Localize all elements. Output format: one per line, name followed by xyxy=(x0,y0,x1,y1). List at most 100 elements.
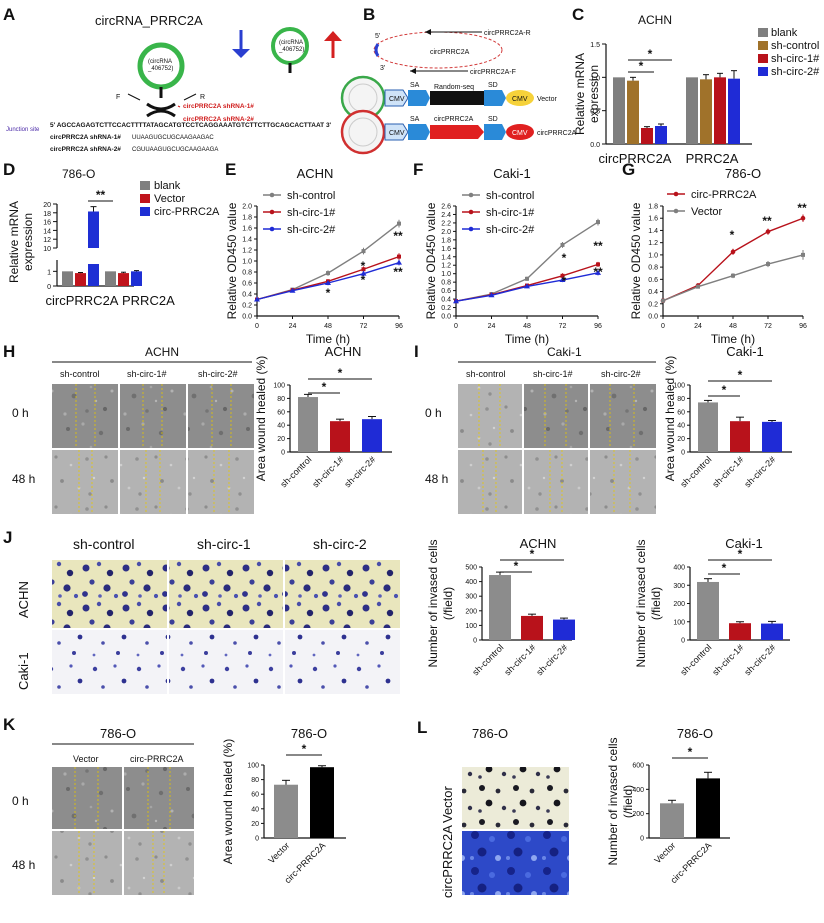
G-point-1-4 xyxy=(801,252,805,257)
G-ytick-label: 1.2 xyxy=(648,240,658,247)
E-legend-2: sh-circ-2# xyxy=(287,224,336,236)
panel-label-B: B xyxy=(363,5,375,24)
G-ytick-label: 0.6 xyxy=(648,277,658,284)
H-xcat-0: sh-control xyxy=(278,454,313,489)
H-ytick-label: 20 xyxy=(277,436,285,443)
C-ytick-label: 0.0 xyxy=(590,142,600,149)
F-point-2-1 xyxy=(488,292,495,298)
D-legend-2: circ-PRRC2A xyxy=(154,206,220,218)
D-bar-circ-PRRC2A-0-upper xyxy=(88,211,99,248)
E-sig-4: ** xyxy=(393,265,403,279)
cmv-1: CMV xyxy=(389,96,405,103)
L-ytick-label: 0 xyxy=(640,836,644,843)
panel-label-G: G xyxy=(622,160,635,179)
C-ytick-label: 1.5 xyxy=(590,42,600,49)
cmv-1b: CMV xyxy=(512,96,528,103)
D-bar-circ-PRRC2A-0-lower xyxy=(88,264,99,286)
J2-ylabel-1: Number of invased cells xyxy=(634,539,648,667)
E-ytick-label: 0.2 xyxy=(242,303,252,310)
sa-block-1 xyxy=(408,90,430,106)
E-ytick-label: 0.4 xyxy=(242,292,252,299)
J1-sig0-star: * xyxy=(530,547,535,561)
F-legend-0: sh-control xyxy=(486,190,534,202)
panel-J-images: sh-control sh-circ-1 sh-circ-2 ACHN Caki… xyxy=(16,536,400,694)
D-xcat-2: PRRC2A xyxy=(122,293,175,308)
chart-E: ACHN Relative OD450 value Time (h) 0.0 0.2 0.… xyxy=(225,166,403,346)
K-img-2-1 xyxy=(52,831,122,895)
H-bar-2 xyxy=(362,419,382,452)
E-ytick-label: 1.2 xyxy=(242,248,252,255)
I-sig1-star: * xyxy=(722,383,727,397)
J2-ylabel-2: (/field) xyxy=(649,587,663,620)
panel-L-images: 786-O Vector circPRRC2A xyxy=(440,726,569,898)
K-ytick-label: 60 xyxy=(251,792,259,799)
C-title: ACHN xyxy=(638,13,672,27)
E-sig-0: * xyxy=(326,286,331,300)
random-seq-block xyxy=(430,91,484,105)
E-point-2-0 xyxy=(254,296,260,302)
panel-label-E: E xyxy=(225,160,236,179)
H-img-2-3 xyxy=(188,450,254,514)
E-title: ACHN xyxy=(297,166,334,181)
G-point-1-0 xyxy=(661,298,665,303)
chart-C: ACHN Relative mRNA expression 0.0 0.5 1.0 1.5 *… xyxy=(573,13,820,166)
G-xtick-label: 48 xyxy=(729,323,737,330)
sh1-seq: UUAAGUGCUGCAAGAAGAC xyxy=(132,135,214,141)
J2-ytick-label: 200 xyxy=(673,601,685,608)
C-legend-3: sh-circ-2# xyxy=(771,66,820,78)
E-point-2-4 xyxy=(396,259,402,265)
K-col-2: circ-PRRC2A xyxy=(130,754,184,764)
G-legend-marker-0 xyxy=(673,191,679,197)
I-col-3: sh-circ-2# xyxy=(601,369,641,379)
F-ytick-label: 2.0 xyxy=(441,229,451,236)
C-ytick-label: 1.0 xyxy=(590,75,600,82)
H-ytick-label: 40 xyxy=(277,423,285,430)
construct-label: circPRRC2A xyxy=(537,130,577,137)
random-seq-label: Random-seq xyxy=(434,84,474,91)
J1-title: ACHN xyxy=(520,536,557,551)
F-ytick-label: 1.2 xyxy=(441,263,451,270)
J1-ylabel-1: Number of invased cells xyxy=(426,539,440,667)
I-sig0-star: * xyxy=(738,368,743,382)
L-title: 786-O xyxy=(472,726,508,741)
L-row-2: circPRRC2A xyxy=(440,825,455,898)
primer-r-arrow xyxy=(183,93,197,101)
D-ytick-label: 10 xyxy=(43,246,51,253)
E-point-0-2 xyxy=(326,271,330,276)
E-xtick-label: 48 xyxy=(324,323,332,330)
H-col-2: sh-circ-1# xyxy=(127,369,167,379)
I-ytick-label: 100 xyxy=(673,383,685,390)
K-ytick-label: 80 xyxy=(251,777,259,784)
E-xlabel: Time (h) xyxy=(306,332,350,346)
J1-ytick-label: 300 xyxy=(465,594,477,601)
H-xcat-2: sh-circ-2# xyxy=(342,454,377,489)
K-sig0-star: * xyxy=(302,742,307,756)
chart-J2: Caki-1 Number of invased cells (/field) 0 10… xyxy=(634,536,790,677)
E-legend-marker-0 xyxy=(269,192,275,198)
J-img-1-3 xyxy=(285,560,400,628)
primer-f-label: circPRRC2A-F xyxy=(470,69,516,76)
H-img-2-1 xyxy=(52,450,118,514)
J1-ytick-label: 100 xyxy=(465,623,477,630)
insert-block xyxy=(430,125,484,139)
I-img-1-2 xyxy=(524,384,588,448)
panel-K-images: 786-O Vector circ-PRRC2A 0 h 48 h xyxy=(12,726,194,895)
C-legend-2: sh-circ-1# xyxy=(771,53,820,65)
G-legend-marker-1 xyxy=(673,208,679,214)
panel-label-C: C xyxy=(572,5,584,24)
L-xcat-0: Vector xyxy=(652,840,677,865)
shrna2-label: circPRRC2A shRNA-2# xyxy=(183,116,254,123)
H-col-1: sh-control xyxy=(60,369,100,379)
E-point-2-2 xyxy=(325,280,331,285)
I-bar-1 xyxy=(730,421,750,452)
shrna1-label: circPRRC2A shRNA-1# xyxy=(183,103,254,110)
strand-r: R xyxy=(200,94,205,101)
C-legend-swatch-2 xyxy=(758,54,768,63)
I-xcat-2: sh-circ-2# xyxy=(742,454,777,489)
J1-ytick-label: 200 xyxy=(465,608,477,615)
G-ytick-label: 0.4 xyxy=(648,289,658,296)
C-legend-swatch-3 xyxy=(758,67,768,76)
I-col-2: sh-circ-1# xyxy=(533,369,573,379)
I-img-2-1 xyxy=(458,450,522,514)
K-title: 786-O xyxy=(291,726,327,741)
